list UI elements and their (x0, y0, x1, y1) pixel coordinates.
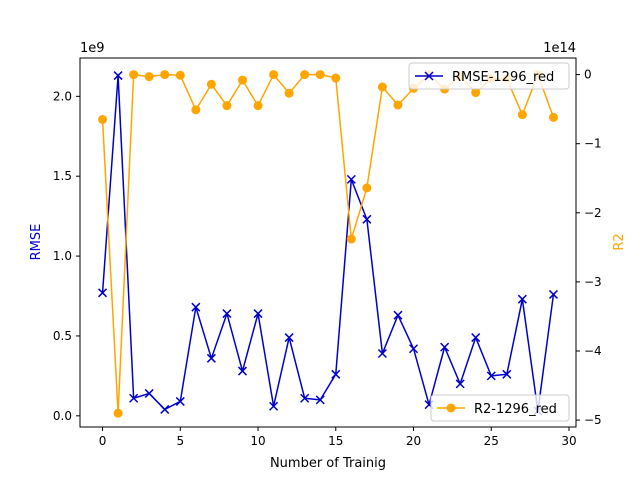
data-point (331, 369, 341, 379)
data-point (548, 289, 558, 299)
legend-rmse-label: RMSE-1296_red (452, 70, 554, 85)
data-point (548, 112, 558, 122)
data-point (253, 101, 263, 111)
data-point (362, 183, 372, 193)
data-point (129, 70, 139, 80)
right-y-tick-label: −5 (584, 413, 602, 427)
data-point (160, 70, 170, 80)
data-point (315, 395, 325, 405)
legend-r2: R2-1296_red (430, 394, 570, 422)
legend-rmse: RMSE-1296_red (408, 62, 570, 90)
data-point (191, 302, 201, 312)
left-y-tick-label: 1.5 (53, 169, 72, 183)
data-point (175, 396, 185, 406)
data-point (517, 294, 527, 304)
left-axis-label: RMSE (29, 224, 44, 261)
data-point (300, 393, 310, 403)
data-point (98, 115, 108, 124)
right-axis-label: R2 (612, 233, 627, 250)
x-tick-label: 30 (561, 434, 576, 448)
data-point (98, 288, 108, 298)
data-point (144, 72, 154, 82)
x-tick-label: 0 (99, 434, 107, 448)
data-point (253, 309, 263, 319)
data-point (393, 100, 403, 110)
data-point (377, 348, 387, 359)
data-point (129, 393, 139, 403)
data-point (346, 234, 356, 244)
data-point (393, 310, 403, 320)
data-point (237, 75, 247, 85)
x-tick-label: 10 (250, 434, 265, 448)
x-tick-label: 5 (176, 434, 184, 448)
data-point (222, 101, 232, 111)
legend-circle-marker (446, 403, 456, 413)
left-y-tick-label: 2.0 (53, 89, 72, 103)
x-tick-label: 25 (484, 434, 499, 448)
data-point (191, 105, 201, 115)
data-point (455, 379, 465, 389)
legend-r2-label: R2-1296_red (474, 402, 557, 417)
data-point (206, 79, 216, 89)
data-point (175, 70, 185, 80)
series-line (101, 74, 555, 412)
right-y-tick-label: −4 (584, 344, 602, 358)
data-point (471, 333, 481, 343)
series-r2 (98, 70, 558, 418)
data-point (440, 342, 450, 352)
plot-frame (79, 57, 577, 428)
data-point (362, 214, 372, 224)
data-point (377, 82, 387, 92)
data-point (346, 174, 356, 184)
right-axis-scale-label: 1e14 (543, 41, 576, 56)
x-axis-label: Number of Trainig (270, 456, 386, 471)
data-point (144, 388, 154, 398)
data-point (269, 70, 279, 80)
left-axis-scale-label: 1e9 (80, 41, 105, 56)
data-point (486, 371, 496, 381)
data-point (269, 401, 279, 411)
legend-x-marker (424, 71, 434, 81)
data-point (160, 404, 170, 414)
data-point (408, 344, 419, 354)
data-point (471, 88, 481, 98)
data-point (113, 408, 123, 418)
x-tick-label: 15 (328, 434, 343, 448)
right-y-tick-label: 0 (584, 68, 592, 82)
data-point (315, 70, 325, 80)
data-point (502, 369, 512, 379)
data-point (284, 88, 294, 98)
left-y-tick-label: 1.0 (53, 249, 72, 263)
left-y-tick-label: 0.0 (53, 409, 72, 423)
data-point (206, 353, 216, 363)
right-y-tick-label: −3 (584, 275, 602, 289)
data-point (222, 309, 232, 319)
left-y-tick-label: 0.5 (53, 329, 72, 343)
data-point (237, 366, 248, 376)
right-y-tick-label: −1 (584, 137, 602, 151)
data-point (284, 333, 294, 343)
right-y-tick-label: −2 (584, 206, 602, 220)
data-point (331, 73, 341, 83)
data-point (300, 70, 310, 80)
x-tick-label: 20 (406, 434, 421, 448)
data-point (113, 71, 123, 81)
data-point (517, 110, 527, 120)
